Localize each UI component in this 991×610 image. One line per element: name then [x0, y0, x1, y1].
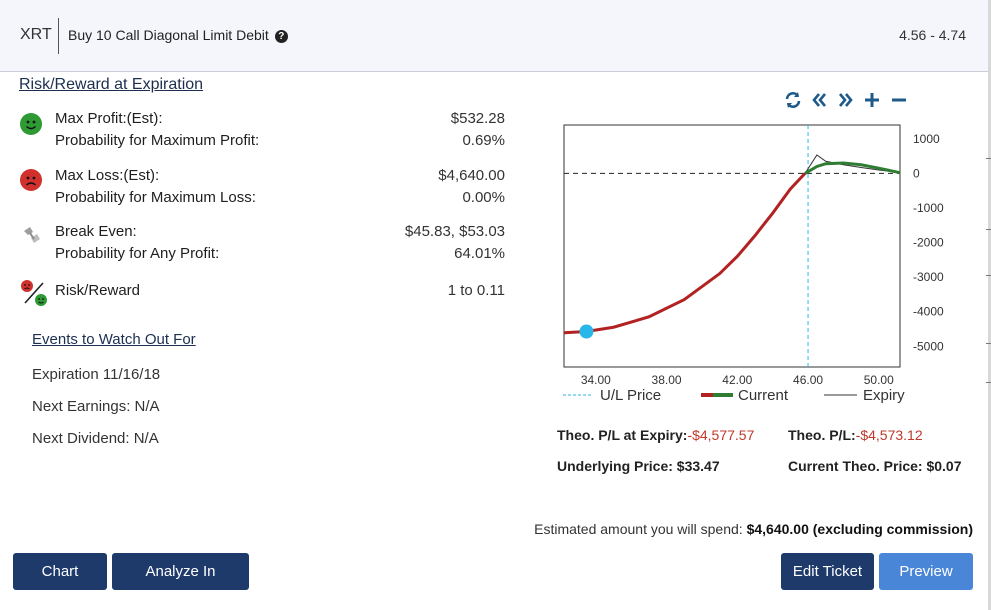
theo-pl-label-text: Theo. P/L:: [788, 427, 856, 443]
edge-tick: [986, 382, 991, 383]
plot-frame: [563, 124, 901, 368]
x-tick-label: 34.00: [581, 373, 611, 387]
y-tick-label: -3000: [913, 270, 944, 284]
current-theo-price: Current Theo. Price: $0.07: [788, 458, 962, 474]
y-tick-label: -2000: [913, 236, 944, 250]
prob-max-loss-value: 0.00%: [462, 189, 505, 206]
edge-tick: [986, 275, 991, 276]
max-profit-value: $532.28: [450, 110, 505, 127]
x-tick-label: 38.00: [652, 373, 682, 387]
prob-max-profit-value: 0.69%: [462, 132, 505, 149]
pl-chart[interactable]: 1000 0 -1000 -2000 -3000 -4000 -5000 34.00 38.00…: [555, 118, 955, 414]
risk-section-title: Risk/Reward at Expiration: [19, 76, 204, 93]
order-header: XRT Buy 10 Call Diagonal Limit Debit? 4.…: [0, 0, 988, 72]
preview-button[interactable]: Preview: [879, 553, 973, 590]
break-even-value: $45.83, $53.03: [404, 223, 505, 240]
risk-reward-label: Risk/Reward: [55, 282, 141, 299]
smiley-sad-icon: [20, 169, 42, 191]
x-tick-label: 46.00: [793, 373, 823, 387]
window-edge: [988, 0, 991, 610]
prob-any-profit-value: 64.01%: [454, 245, 505, 262]
max-loss-value: $4,640.00: [438, 167, 505, 184]
double-chevron-right-icon[interactable]: [837, 90, 855, 115]
event-expiration: Expiration 11/16/18: [32, 366, 161, 383]
current-series-profit-line: [804, 161, 901, 175]
legend-current-label: Current: [738, 387, 789, 404]
prob-max-loss-label: Probability for Maximum Loss:: [55, 189, 256, 206]
double-chevron-left-icon[interactable]: [810, 90, 828, 115]
edge-tick: [986, 229, 991, 230]
risk-reward-icon: [19, 279, 49, 312]
edge-tick: [986, 158, 991, 159]
minus-icon[interactable]: [890, 90, 908, 115]
estimated-spend: Estimated amount you will spend: $4,640.…: [534, 521, 973, 537]
event-dividend: Next Dividend: N/A: [32, 430, 159, 447]
max-loss-label: Max Loss:(Est):: [55, 167, 160, 184]
legend-expiry-label: Expiry: [863, 387, 905, 404]
theo-expiry-label-text: Theo. P/L at Expiry:: [557, 427, 688, 443]
plus-icon[interactable]: [863, 90, 881, 115]
max-profit-label: Max Profit:(Est):: [55, 110, 163, 127]
theo-expiry-value: -$4,577.57: [687, 427, 755, 443]
x-tick-label: 50.00: [864, 373, 894, 387]
price-range: 4.56 - 4.74: [899, 27, 966, 43]
break-even-label: Break Even:: [55, 223, 137, 240]
event-earnings: Next Earnings: N/A: [32, 398, 160, 415]
y-tick-label: -4000: [913, 305, 944, 319]
symbol-label: XRT: [20, 26, 52, 43]
refresh-icon[interactable]: [784, 90, 802, 115]
prob-max-profit-label: Probability for Maximum Profit:: [55, 132, 260, 149]
y-tick-label: -1000: [913, 201, 944, 215]
smiley-happy-icon: [20, 113, 42, 135]
order-title: Buy 10 Call Diagonal Limit Debit?: [68, 27, 288, 43]
y-tick-label: -5000: [913, 339, 944, 353]
current-series-loss-line: [563, 172, 807, 335]
y-tick-label: 0: [913, 166, 920, 180]
chart-button[interactable]: Chart: [13, 553, 107, 590]
analyze-tradelab-button[interactable]: Analyze In TradeLab: [112, 553, 249, 610]
x-tick-label: 42.00: [722, 373, 752, 387]
order-title-text: Buy 10 Call Diagonal Limit Debit: [68, 27, 269, 43]
underlying-price: Underlying Price: $33.47: [557, 458, 720, 474]
legend-ul-label: U/L Price: [600, 387, 661, 404]
edit-ticket-button[interactable]: Edit Ticket: [781, 553, 874, 590]
balance-icon: [22, 225, 42, 252]
estimated-spend-amount: $4,640.00 (excluding commission): [746, 521, 973, 537]
events-title: Events to Watch Out For: [32, 331, 196, 348]
risk-reward-value: 1 to 0.11: [447, 282, 505, 299]
estimated-spend-label: Estimated amount you will spend:: [534, 521, 743, 537]
chart-toolbar: [784, 90, 912, 112]
header-divider: [58, 18, 59, 54]
edge-tick: [986, 343, 991, 344]
theo-pl-label: Theo. P/L:-$4,573.12: [788, 427, 923, 443]
theo-pl-value: -$4,573.12: [855, 427, 923, 443]
prob-any-profit-label: Probability for Any Profit:: [55, 245, 220, 262]
y-tick-label: 1000: [913, 132, 940, 146]
question-circle-icon[interactable]: ?: [274, 30, 288, 43]
current-price-marker: [579, 324, 594, 339]
theo-expiry-label: Theo. P/L at Expiry:-$4,577.57: [557, 427, 754, 443]
